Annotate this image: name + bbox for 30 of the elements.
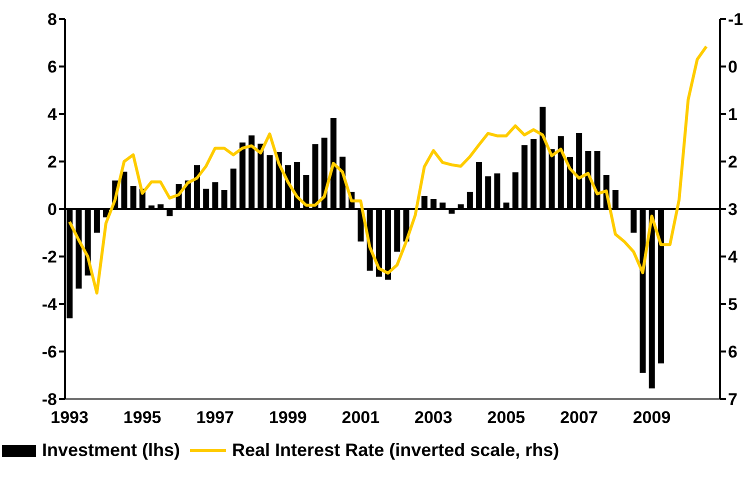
line-series bbox=[68, 45, 708, 295]
x-tick-label: 2007 bbox=[560, 408, 598, 428]
legend-label: Investment (lhs) bbox=[42, 440, 180, 461]
y2-tick-label: 0 bbox=[728, 58, 738, 77]
y2-tick-label: 1 bbox=[728, 105, 738, 124]
y2-tick-label: 6 bbox=[728, 342, 738, 362]
y2-tick-label: 3 bbox=[728, 200, 738, 220]
y2-tick-label: 2 bbox=[728, 152, 738, 172]
y2-tick-label: 5 bbox=[728, 295, 738, 314]
y2-tick-label: -1 bbox=[728, 10, 744, 30]
x-tick-label: 2009 bbox=[632, 408, 671, 428]
y2-tick-label: 4 bbox=[728, 248, 738, 267]
y-tick-label: -2 bbox=[42, 248, 57, 267]
x-tick-label: 1999 bbox=[268, 408, 307, 428]
y-tick-label: 8 bbox=[48, 10, 57, 30]
x-tick-label: 1995 bbox=[123, 408, 162, 428]
y-tick-label: -6 bbox=[42, 342, 57, 362]
y-tick-label: 0 bbox=[48, 200, 57, 220]
y-tick-label: 2 bbox=[48, 152, 57, 172]
x-tick-label: 2001 bbox=[342, 408, 380, 428]
y-tick-label: -4 bbox=[42, 295, 58, 314]
legend-label: Real Interest Rate (inverted scale, rhs) bbox=[232, 440, 560, 461]
y-tick-label: 4 bbox=[48, 105, 58, 124]
x-tick-label: 1997 bbox=[196, 408, 234, 428]
x-tick-label: 2005 bbox=[487, 408, 526, 428]
y-tick-label: -8 bbox=[42, 390, 57, 410]
x-tick-label: 1993 bbox=[50, 408, 88, 428]
y-tick-label: 6 bbox=[48, 58, 57, 77]
y2-tick-label: 7 bbox=[728, 390, 738, 410]
x-tick-label: 2003 bbox=[414, 408, 452, 428]
